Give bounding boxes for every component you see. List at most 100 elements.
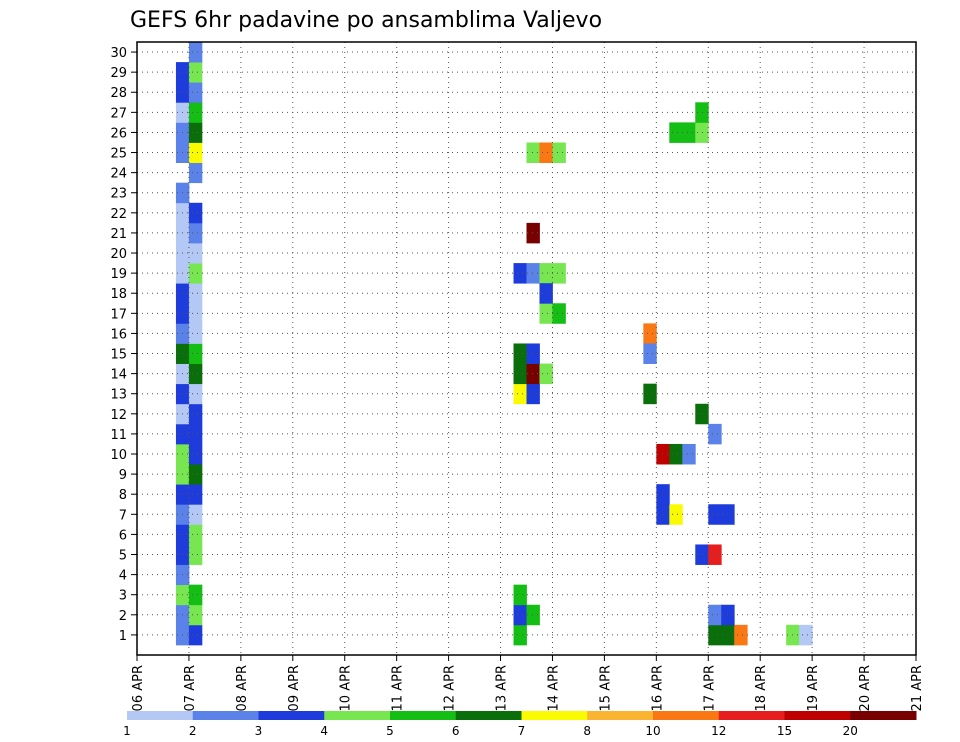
colorbar-tick-label: 10 xyxy=(645,724,660,738)
heatmap-cell xyxy=(188,62,203,83)
heatmap-cell xyxy=(188,82,203,103)
heatmap-cell xyxy=(513,263,527,284)
heatmap-cell xyxy=(656,484,670,505)
heatmap-cell xyxy=(188,544,203,565)
heatmap-cell xyxy=(188,524,203,545)
heatmap-cell xyxy=(695,403,709,425)
chart-title: GEFS 6hr padavine po ansamblima Valjevo xyxy=(130,8,602,33)
heatmap-cell xyxy=(188,484,203,505)
heatmap-cell xyxy=(188,202,203,224)
x-tick-label: 21 APR xyxy=(910,665,925,711)
heatmap-cell xyxy=(526,222,540,244)
y-tick-label: 3 xyxy=(119,589,127,604)
heatmap-cell xyxy=(188,584,203,606)
heatmap-cell xyxy=(188,222,203,244)
colorbar-swatch xyxy=(455,711,522,720)
colorbar-swatch xyxy=(127,711,194,720)
y-tick-label: 16 xyxy=(110,327,127,342)
colorbar-tick-label: 6 xyxy=(452,724,460,738)
heatmap-cell xyxy=(188,122,203,143)
colorbar-tick-label: 20 xyxy=(843,724,858,738)
heatmap-cell xyxy=(682,443,696,465)
heatmap-cell xyxy=(188,383,203,405)
y-tick-label: 28 xyxy=(110,86,127,101)
heatmap-cell xyxy=(188,303,203,324)
heatmap-cell xyxy=(552,303,566,324)
heatmap-cell xyxy=(188,624,203,646)
grid-lines xyxy=(137,42,916,655)
colorbar-tick-label: 2 xyxy=(189,724,197,738)
heatmap-cell xyxy=(526,142,540,163)
colorbar-tick-label: 5 xyxy=(386,724,394,738)
y-tick-label: 19 xyxy=(110,267,127,282)
heatmap-cell xyxy=(552,263,566,284)
x-tick-label: 16 APR xyxy=(650,665,665,711)
heatmap-cell xyxy=(188,323,203,344)
colorbar-tick-label: 3 xyxy=(255,724,263,738)
colorbar-tick-label: 15 xyxy=(777,724,792,738)
heatmap-cell xyxy=(643,323,657,344)
x-tick-label: 15 APR xyxy=(598,665,613,711)
colorbar-swatch xyxy=(258,711,325,720)
heatmap-cell xyxy=(669,443,683,465)
y-tick-label: 18 xyxy=(110,287,127,302)
colorbar-swatch xyxy=(653,711,720,720)
heatmap-cell xyxy=(539,263,553,284)
heatmap-cell xyxy=(682,122,696,143)
x-tick-label: 10 APR xyxy=(339,665,354,711)
heatmap-cell xyxy=(513,604,527,626)
heatmap-cell xyxy=(513,624,527,646)
x-tick-label: 13 APR xyxy=(495,665,510,711)
heatmap-cell xyxy=(539,303,553,324)
heatmap-cell xyxy=(526,343,540,364)
heatmap-cell xyxy=(539,283,553,304)
y-axis: 1234567891011121314151617181920212223242… xyxy=(110,46,137,644)
y-tick-label: 11 xyxy=(110,428,127,443)
heatmap-cell xyxy=(188,283,203,304)
y-tick-label: 15 xyxy=(110,348,127,363)
x-tick-label: 17 APR xyxy=(702,665,717,711)
y-tick-label: 10 xyxy=(110,448,127,463)
heatmap-cell xyxy=(526,363,540,385)
colorbar-swatch xyxy=(324,711,391,720)
y-tick-label: 21 xyxy=(110,227,127,242)
y-tick-label: 22 xyxy=(110,207,127,222)
y-tick-label: 23 xyxy=(110,187,127,202)
heatmap-cell xyxy=(526,263,540,284)
y-tick-label: 29 xyxy=(110,66,127,81)
y-tick-label: 4 xyxy=(119,569,127,584)
heatmap-cell xyxy=(526,383,540,405)
heatmap-cell xyxy=(513,343,527,364)
y-tick-label: 26 xyxy=(110,126,127,141)
heatmap-cell xyxy=(708,504,722,525)
y-tick-label: 20 xyxy=(110,247,127,262)
plot-frame xyxy=(136,41,917,656)
heatmap-cell xyxy=(188,142,203,163)
colorbar-tick-label: 1 xyxy=(123,724,131,738)
heatmap-cell xyxy=(656,504,670,525)
x-tick-label: 09 APR xyxy=(287,665,302,711)
colorbar-swatch xyxy=(718,711,785,720)
heatmap-cell xyxy=(188,504,203,525)
heatmap-cell xyxy=(695,102,709,123)
colorbar: 1 2 3 4 5 6 7 8 10 12 15 20 xyxy=(123,711,917,738)
heatmap-cell xyxy=(188,102,203,123)
colorbar-tick-label: 12 xyxy=(711,724,726,738)
heatmap-cell xyxy=(188,343,203,364)
heatmap-cell xyxy=(188,423,203,445)
heatmap-cell xyxy=(708,604,722,626)
colorbar-swatch xyxy=(192,711,259,720)
colorbar-swatch xyxy=(784,711,851,720)
y-tick-label: 12 xyxy=(110,408,127,423)
heatmap-cell xyxy=(526,604,540,626)
heatmap-cell xyxy=(513,383,527,405)
y-tick-label: 7 xyxy=(119,508,127,523)
heatmap-cell xyxy=(669,122,683,143)
y-tick-label: 8 xyxy=(119,488,127,503)
heatmap-cell xyxy=(188,403,203,425)
x-tick-label: 19 APR xyxy=(806,665,821,711)
heatmap-cell xyxy=(188,363,203,385)
y-tick-label: 17 xyxy=(110,307,127,322)
y-tick-label: 2 xyxy=(119,609,127,624)
